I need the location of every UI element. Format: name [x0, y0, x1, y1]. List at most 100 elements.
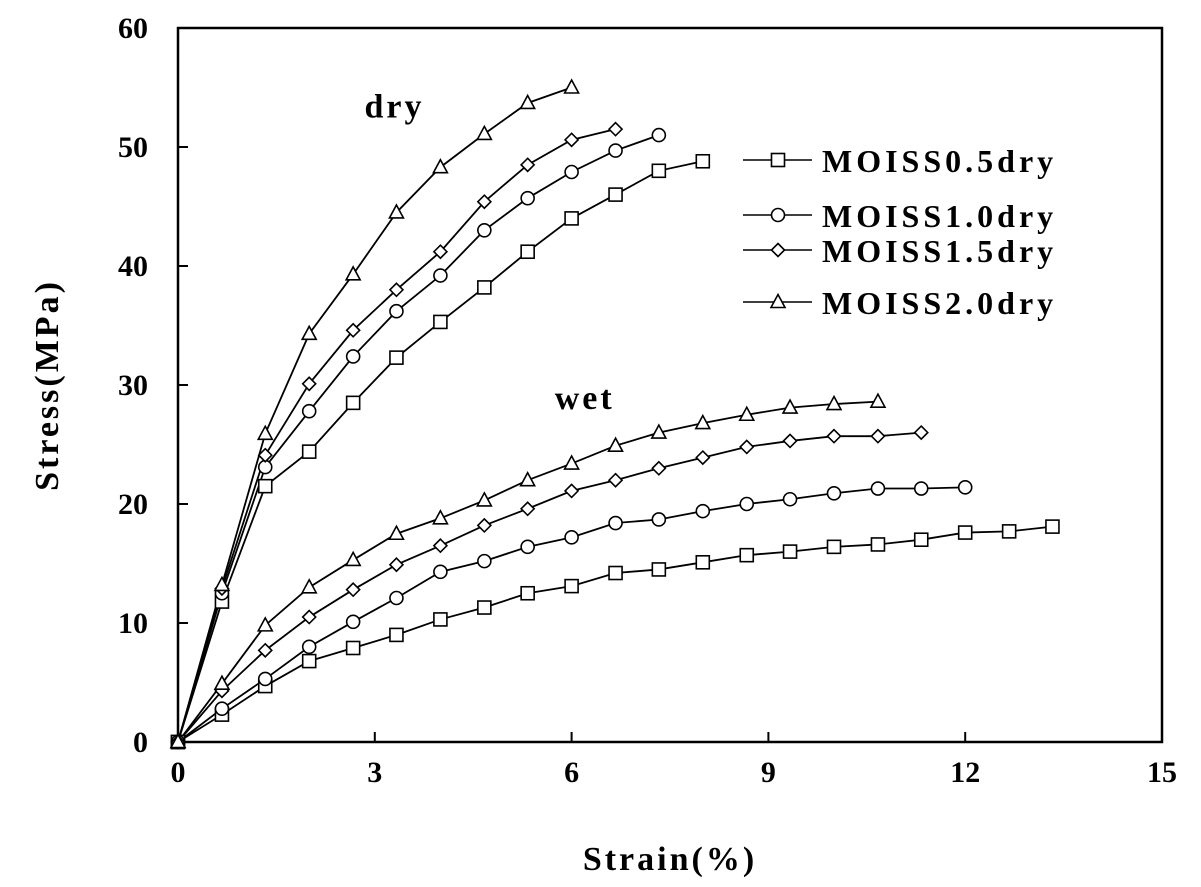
data-point-dry-diamond [476, 194, 492, 210]
data-point-dry-square [608, 187, 623, 202]
data-point-wet-triangle [694, 413, 712, 430]
data-point-wet-triangle [563, 454, 580, 470]
data-point-wet-diamond [870, 428, 886, 444]
y-tick-label: 20 [118, 488, 148, 521]
series-line-wet-triangle [177, 400, 879, 743]
data-point-wet-diamond [782, 433, 798, 449]
data-point-wet-circle [870, 481, 886, 496]
data-point-dry-triangle [256, 424, 274, 441]
data-point-wet-triangle [476, 491, 493, 507]
series-line-dry-triangle [177, 86, 572, 743]
data-point-wet-triangle [300, 578, 318, 594]
data-point-wet-triangle [738, 405, 756, 422]
data-point-wet-triangle [169, 732, 187, 749]
data-point-wet-circle [477, 553, 492, 569]
data-point-dry-triangle [476, 124, 493, 141]
data-point-dry-diamond [388, 282, 405, 298]
legend-circle-symbol [770, 207, 786, 223]
data-point-wet-diamond [388, 557, 405, 573]
data-point-wet-square [782, 544, 798, 559]
legend-triangle-symbol [769, 292, 787, 309]
y-tick-label: 0 [133, 726, 148, 759]
data-point-dry-diamond [607, 121, 624, 137]
data-point-wet-square [1001, 524, 1017, 539]
data-point-dry-circle [564, 164, 579, 180]
data-point-wet-square [389, 627, 404, 643]
legend-triangle-marker [769, 292, 787, 309]
data-point-wet-square [913, 532, 929, 548]
data-point-wet-square [477, 600, 492, 615]
data-point-dry-diamond [563, 132, 580, 148]
data-point-wet-diamond [651, 460, 667, 476]
legend-diamond-marker [770, 242, 786, 258]
legend-square-marker [770, 152, 786, 168]
data-point-dry-triangle [519, 93, 536, 110]
data-point-dry-square [433, 314, 448, 330]
data-point-wet-square [957, 525, 973, 540]
data-point-dry-triangle [344, 265, 362, 281]
data-point-wet-circle [564, 530, 579, 545]
data-point-wet-triangle [825, 394, 843, 411]
data-point-wet-triangle [213, 674, 231, 690]
data-point-wet-triangle [781, 398, 799, 414]
series-line-dry-diamond [177, 128, 616, 743]
data-point-wet-circle [433, 564, 448, 580]
legend-label-0: MOISS0.5dry [822, 143, 1057, 179]
legend-diamond-symbol [770, 242, 786, 258]
data-point-wet-circle [301, 639, 317, 655]
data-point-wet-triangle [432, 509, 449, 525]
series-line-wet-square [177, 525, 1053, 743]
legend-entry-1: MOISS1.0dry [743, 198, 1057, 234]
data-point-dry-circle [433, 268, 448, 283]
data-point-wet-triangle [256, 616, 274, 632]
data-point-wet-diamond [563, 483, 580, 499]
legend: MOISS0.5dry MOISS1.0dry MOISS1.5dry MOIS… [743, 143, 1057, 321]
data-point-wet-circle [826, 485, 842, 501]
data-point-wet-circle [214, 701, 230, 716]
data-point-wet-circle [695, 503, 711, 519]
data-point-wet-square [301, 653, 317, 669]
y-tick-label: 40 [118, 250, 148, 283]
data-point-dry-circle [608, 143, 623, 158]
data-point-dry-diamond [432, 244, 449, 260]
data-point-wet-triangle [388, 524, 405, 541]
series-line-dry-circle [177, 134, 660, 743]
data-point-wet-diamond [345, 582, 361, 598]
data-point-wet-circle [608, 515, 623, 531]
data-point-wet-triangle [344, 550, 362, 567]
data-point-dry-diamond [301, 376, 317, 392]
legend-label-1: MOISS1.0dry [822, 198, 1057, 234]
data-point-dry-square [477, 280, 492, 295]
data-point-wet-square [826, 539, 842, 555]
data-point-wet-diamond [826, 428, 842, 444]
x-tick-label: 3 [367, 756, 382, 789]
data-point-wet-circle [782, 491, 798, 507]
y-tick-label: 30 [118, 369, 148, 402]
data-point-wet-diamond [257, 642, 273, 659]
data-point-wet-square [695, 555, 711, 570]
data-point-wet-diamond [913, 424, 929, 441]
x-axis-title: Strain(%) [583, 841, 757, 878]
data-point-wet-circle [913, 481, 929, 496]
y-tick-label: 10 [118, 607, 148, 640]
annotation-wet: wet [555, 380, 615, 417]
data-point-wet-circle [520, 539, 535, 555]
data-point-wet-diamond [695, 449, 711, 466]
data-point-dry-square [695, 153, 711, 169]
data-point-dry-square [520, 244, 535, 260]
data-point-wet-triangle [519, 471, 536, 487]
data-point-wet-circle [651, 512, 667, 527]
data-point-wet-square [739, 547, 755, 563]
annotation-dry: dry [364, 88, 424, 125]
legend-entry-3: MOISS2.0dry [743, 285, 1053, 321]
data-point-dry-square [345, 395, 361, 411]
data-point-dry-triangle [432, 158, 449, 174]
data-point-wet-triangle [607, 436, 624, 452]
data-point-dry-square [564, 211, 579, 226]
series-line-wet-diamond [177, 431, 922, 743]
data-point-dry-triangle [213, 575, 231, 592]
data-point-wet-diamond [301, 609, 317, 625]
data-point-wet-square [345, 640, 361, 656]
y-axis-title: Stress(MPa) [29, 279, 66, 491]
